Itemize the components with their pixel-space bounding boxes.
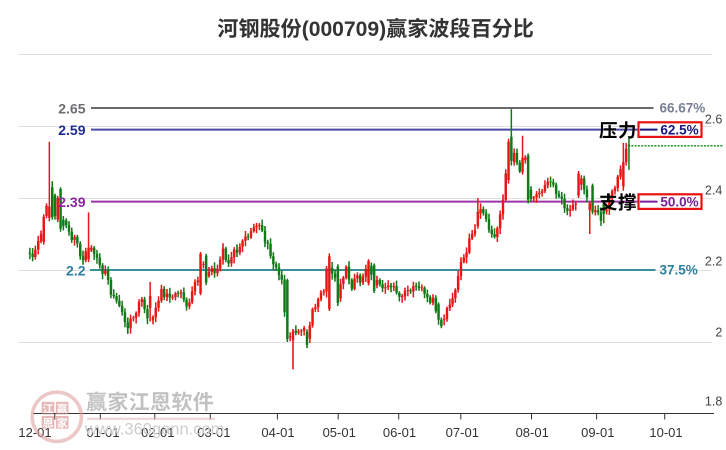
svg-text:08-01: 08-01: [516, 425, 549, 440]
svg-text:(000709): (000709): [302, 18, 386, 41]
svg-text:2.39: 2.39: [58, 194, 85, 210]
svg-text:2.65: 2.65: [58, 100, 85, 116]
svg-text:2: 2: [715, 326, 722, 340]
svg-text:03-01: 03-01: [197, 425, 230, 440]
svg-text:06-01: 06-01: [383, 425, 416, 440]
svg-text:04-01: 04-01: [261, 425, 294, 440]
svg-text:2.2: 2.2: [705, 255, 722, 269]
svg-text:66.67%: 66.67%: [660, 101, 706, 116]
svg-text:2.4: 2.4: [705, 184, 722, 198]
svg-text:50.0%: 50.0%: [660, 194, 698, 209]
svg-text:2.6: 2.6: [705, 113, 722, 127]
svg-text:05-01: 05-01: [323, 425, 356, 440]
svg-text:2.2: 2.2: [66, 262, 86, 278]
svg-text:07-01: 07-01: [446, 425, 479, 440]
svg-text:10-01: 10-01: [649, 425, 682, 440]
svg-text:1.8: 1.8: [705, 395, 722, 409]
svg-text:2.59: 2.59: [58, 122, 85, 138]
svg-text:37.5%: 37.5%: [660, 263, 698, 278]
svg-text:62.5%: 62.5%: [660, 122, 698, 137]
svg-text:www.360gann.com: www.360gann.com: [84, 421, 224, 439]
svg-text:01-01: 01-01: [86, 425, 119, 440]
svg-text:02-01: 02-01: [141, 425, 174, 440]
svg-text:09-01: 09-01: [581, 425, 614, 440]
